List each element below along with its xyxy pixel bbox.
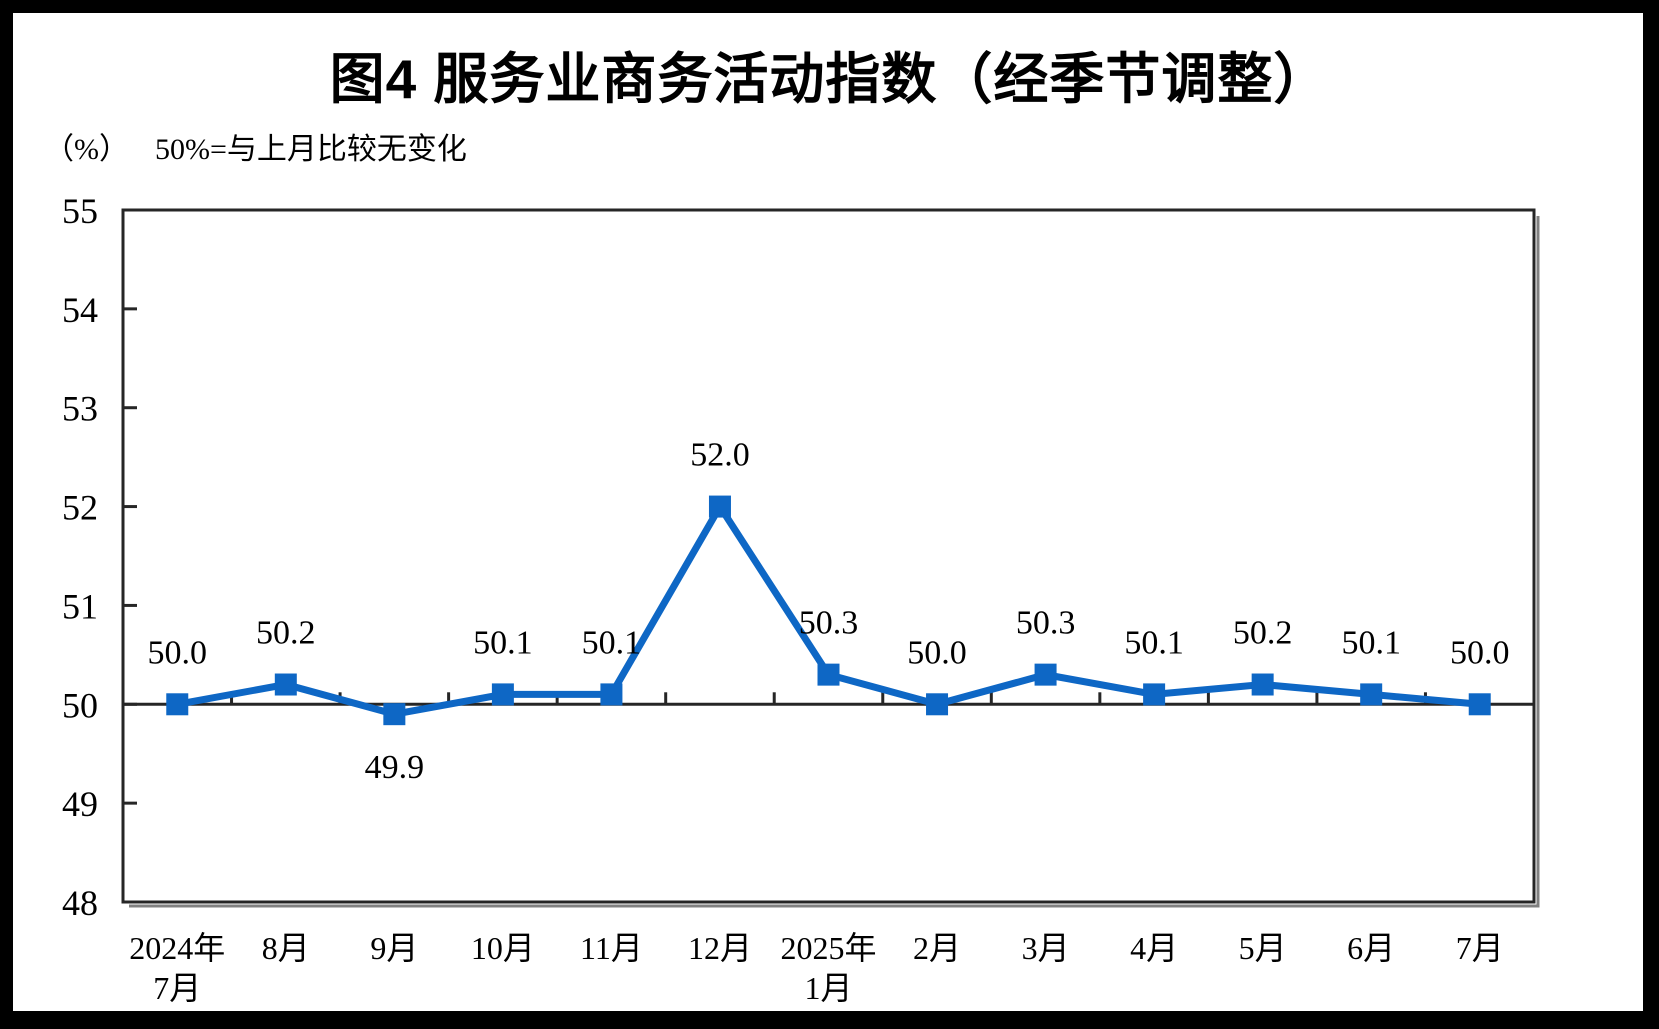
chart-title: 图4 服务业商务活动指数（经季节调整） bbox=[329, 48, 1330, 110]
data-point-marker bbox=[1143, 683, 1166, 706]
data-point-marker bbox=[708, 495, 731, 518]
data-point-label: 50.1 bbox=[582, 624, 642, 661]
x-axis-label: 7月 bbox=[1456, 930, 1504, 966]
y-axis-label: 52 bbox=[62, 488, 98, 528]
x-axis-label: 2024年 bbox=[129, 930, 225, 966]
x-axis-label: 10月 bbox=[471, 930, 535, 966]
data-point-marker bbox=[274, 673, 297, 696]
data-point-label: 50.2 bbox=[256, 615, 316, 652]
y-axis-label: 55 bbox=[62, 191, 98, 231]
plot-border bbox=[121, 208, 1536, 904]
data-point-marker bbox=[1360, 683, 1383, 706]
x-axis-label: 4月 bbox=[1130, 930, 1178, 966]
data-point-label: 50.0 bbox=[148, 634, 208, 671]
x-axis-label: 12月 bbox=[688, 930, 752, 966]
data-point-marker bbox=[600, 683, 623, 706]
x-axis-label: 1月 bbox=[804, 970, 852, 1006]
data-point-marker bbox=[817, 663, 840, 686]
y-axis-label: 51 bbox=[62, 586, 98, 626]
chart-panel bbox=[13, 13, 1643, 1011]
data-point-label: 50.1 bbox=[473, 624, 533, 661]
data-point-label: 50.0 bbox=[907, 634, 967, 671]
x-axis-label: 6月 bbox=[1347, 930, 1395, 966]
data-point-marker bbox=[491, 683, 514, 706]
y-axis-label: 48 bbox=[62, 883, 98, 923]
data-point-label: 52.0 bbox=[690, 437, 750, 474]
data-point-label: 50.3 bbox=[799, 605, 859, 642]
y-axis-label: 53 bbox=[62, 389, 98, 429]
data-point-marker bbox=[1251, 673, 1274, 696]
data-point-label: 50.2 bbox=[1233, 615, 1293, 652]
chart-subtitle: （%） 50%=与上月比较无变化 bbox=[44, 124, 467, 168]
data-point-label: 49.9 bbox=[365, 749, 425, 786]
x-axis-label: 7月 bbox=[153, 970, 201, 1006]
x-axis-label: 2月 bbox=[913, 930, 961, 966]
y-axis-label: 49 bbox=[62, 784, 98, 824]
data-point-marker bbox=[1468, 693, 1491, 716]
data-point-marker bbox=[383, 703, 406, 726]
x-axis-label: 2025年 bbox=[780, 930, 876, 966]
data-point-marker bbox=[1034, 663, 1057, 686]
data-point-label: 50.0 bbox=[1450, 634, 1510, 671]
x-axis-label: 8月 bbox=[262, 930, 310, 966]
x-axis-label: 3月 bbox=[1022, 930, 1070, 966]
x-axis-label: 5月 bbox=[1239, 930, 1287, 966]
plot-border-shadow bbox=[129, 216, 1540, 908]
x-axis-label: 11月 bbox=[580, 930, 643, 966]
reference-note: 50%=与上月比较无变化 bbox=[155, 133, 467, 166]
data-point-label: 50.3 bbox=[1016, 605, 1076, 642]
data-point-label: 50.1 bbox=[1124, 624, 1184, 661]
y-axis-unit-label: （%） bbox=[44, 133, 129, 166]
data-point-label: 50.1 bbox=[1341, 624, 1401, 661]
x-axis-label: 9月 bbox=[370, 930, 418, 966]
y-axis-label: 54 bbox=[62, 290, 98, 330]
data-point-marker bbox=[166, 693, 189, 716]
data-point-marker bbox=[926, 693, 949, 716]
y-axis-label: 50 bbox=[62, 685, 98, 725]
